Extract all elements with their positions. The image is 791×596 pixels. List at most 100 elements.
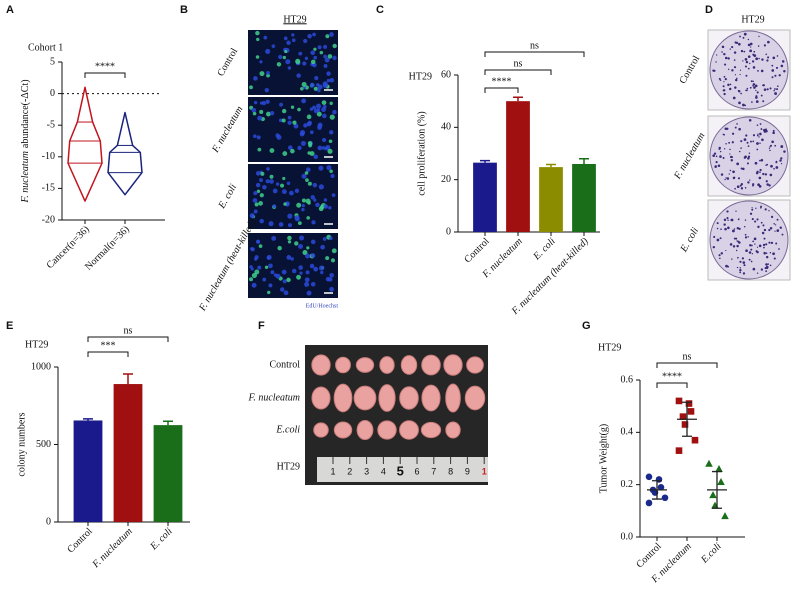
nucleus <box>249 265 253 269</box>
y-tick-label: -5 <box>47 119 55 130</box>
row-label: HT29 <box>277 461 300 472</box>
colony <box>729 243 733 246</box>
nucleus <box>279 102 283 107</box>
nucleus <box>298 51 303 56</box>
ruler-label: 4 <box>381 466 386 476</box>
violin-body <box>107 111 143 196</box>
nucleus <box>265 179 270 184</box>
tumor <box>335 356 351 374</box>
colony <box>724 78 727 81</box>
colony <box>715 61 717 63</box>
ruler-label: 1 <box>482 466 487 476</box>
ruler-label: 7 <box>431 466 436 476</box>
colony <box>751 101 753 103</box>
tumor <box>464 385 486 411</box>
nucleus <box>325 276 331 282</box>
colony <box>721 51 723 53</box>
colony <box>780 162 783 165</box>
micrograph <box>248 233 338 298</box>
panel-title: HT29 <box>409 71 432 82</box>
colony <box>764 173 768 176</box>
error-bar <box>513 96 523 102</box>
colony <box>752 140 755 143</box>
colony <box>744 233 747 236</box>
colony <box>776 55 779 57</box>
ruler-label: 2 <box>347 466 352 476</box>
tumor <box>356 419 374 441</box>
nucleus <box>269 110 275 116</box>
colony <box>729 169 732 172</box>
nucleus <box>302 250 308 256</box>
colony <box>739 69 742 71</box>
nucleus <box>293 123 299 129</box>
nucleus <box>287 213 293 219</box>
x-tick-label: Control <box>65 526 95 556</box>
nucleus <box>314 76 319 81</box>
nucleus <box>259 71 265 77</box>
nucleus <box>310 59 316 65</box>
colony <box>760 69 764 73</box>
nucleus <box>287 120 292 125</box>
colony <box>763 128 766 132</box>
nucleus <box>267 290 271 295</box>
nucleus <box>255 182 261 188</box>
colony <box>731 69 734 72</box>
colony <box>730 218 733 221</box>
colony <box>763 228 767 232</box>
colony <box>760 268 764 271</box>
colony <box>780 145 784 148</box>
nucleus <box>259 178 264 183</box>
colony <box>726 127 729 130</box>
nucleus <box>306 216 310 220</box>
nucleus <box>312 182 318 188</box>
tumor <box>400 355 418 375</box>
colony <box>754 161 758 165</box>
panel-label: D <box>705 4 713 16</box>
nucleus <box>313 154 319 160</box>
colony <box>758 35 760 38</box>
nucleus <box>316 103 322 109</box>
tumor <box>399 386 419 410</box>
colony <box>755 250 758 253</box>
colony <box>749 212 753 215</box>
panel-label: B <box>180 4 188 16</box>
colony <box>774 230 776 232</box>
colony <box>767 40 770 44</box>
colony <box>733 66 737 69</box>
nucleus <box>331 248 337 254</box>
nucleus <box>295 58 301 64</box>
colony <box>753 50 756 53</box>
y-tick-label: -15 <box>42 183 55 194</box>
colony <box>739 73 741 76</box>
colony <box>752 80 755 83</box>
nucleus <box>250 247 255 252</box>
nucleus <box>265 111 271 117</box>
nucleus <box>272 188 278 194</box>
colony <box>723 52 726 56</box>
colony <box>765 252 768 254</box>
nucleus <box>281 118 286 123</box>
colony <box>722 133 724 135</box>
nucleus <box>326 71 331 76</box>
y-tick-label: 500 <box>36 439 51 450</box>
colony <box>757 45 760 47</box>
colony <box>742 60 744 62</box>
nucleus <box>257 147 262 152</box>
colony <box>769 144 773 147</box>
colony <box>736 77 738 80</box>
nucleus <box>326 165 332 171</box>
colony <box>737 256 739 259</box>
nucleus <box>327 148 333 154</box>
colony <box>761 58 764 61</box>
nucleus <box>298 265 303 270</box>
nucleus <box>280 287 285 292</box>
nucleus <box>263 35 268 40</box>
colony <box>765 53 768 56</box>
tumor <box>420 421 442 439</box>
colony <box>759 132 762 136</box>
colony <box>732 245 736 248</box>
colony <box>744 58 748 61</box>
tumor <box>443 354 463 376</box>
tumor <box>311 354 331 376</box>
panel-title: HT29 <box>283 14 306 25</box>
